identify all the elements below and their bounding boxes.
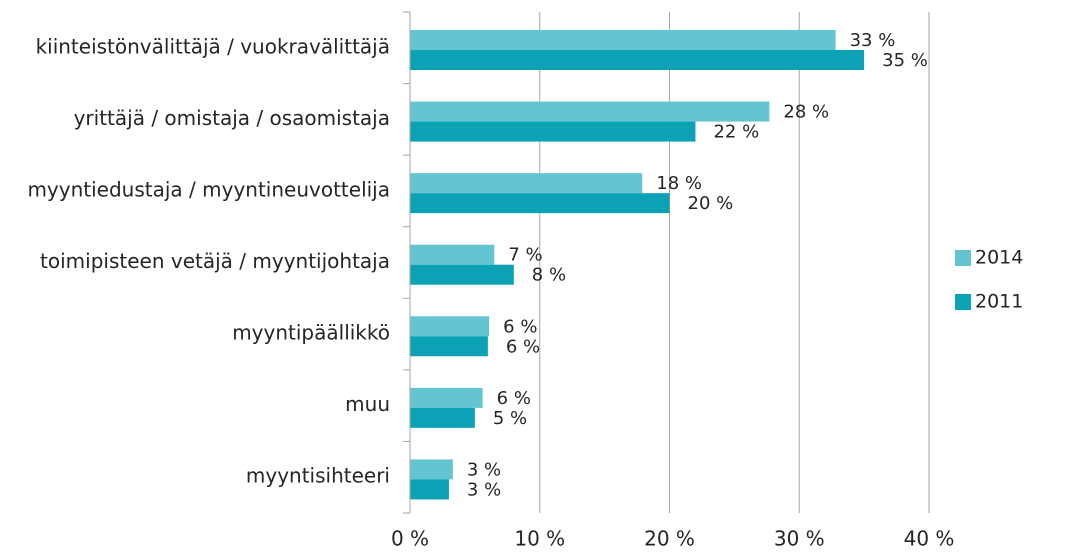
legend-swatch <box>955 250 971 266</box>
bar <box>410 244 495 265</box>
value-label: 20 % <box>688 193 734 214</box>
bar <box>410 336 488 357</box>
bar <box>410 479 449 500</box>
bar <box>410 173 643 194</box>
bar <box>410 264 514 285</box>
bar <box>410 407 475 428</box>
value-label: 6 % <box>503 316 537 337</box>
bar <box>410 459 453 480</box>
bar <box>410 101 770 122</box>
value-label: 22 % <box>713 122 759 143</box>
legend-label: 2014 <box>975 247 1023 269</box>
bar <box>410 193 670 214</box>
bar <box>410 30 836 50</box>
y-tick-label: myyntisihteeri <box>246 464 390 488</box>
y-tick-label: kiinteistönvälittäjä / vuokravälittäjä <box>36 34 390 58</box>
bar <box>410 316 490 337</box>
x-tick-label: 0 % <box>391 527 429 551</box>
legend-label: 2011 <box>975 291 1023 313</box>
bar <box>410 387 483 408</box>
x-tick-label: 30 % <box>774 527 825 551</box>
value-label: 6 % <box>506 336 540 357</box>
legend-swatch <box>955 294 971 310</box>
value-label: 33 % <box>850 30 896 51</box>
value-label: 3 % <box>467 459 501 480</box>
bar <box>410 50 865 70</box>
bar <box>410 121 696 142</box>
x-tick-label: 10 % <box>514 527 565 551</box>
y-tick-label: muu <box>345 392 390 416</box>
value-label: 7 % <box>508 245 542 266</box>
value-label: 6 % <box>497 388 531 409</box>
value-label: 35 % <box>882 50 928 71</box>
y-tick-label: myyntiedustaja / myyntineuvottelija <box>27 177 390 201</box>
x-tick-label: 40 % <box>904 527 955 551</box>
value-label: 28 % <box>783 102 829 123</box>
y-tick-label: myyntipäällikkö <box>232 321 390 345</box>
value-label: 18 % <box>656 173 702 194</box>
y-tick-label: toimipisteen vetäjä / myyntijohtaja <box>40 249 390 273</box>
x-tick-label: 20 % <box>644 527 695 551</box>
y-tick-label: yrittäjä / omistaja / osaomistaja <box>74 106 390 130</box>
value-label: 8 % <box>532 265 566 286</box>
value-label: 5 % <box>493 408 527 429</box>
value-label: 3 % <box>467 479 501 500</box>
